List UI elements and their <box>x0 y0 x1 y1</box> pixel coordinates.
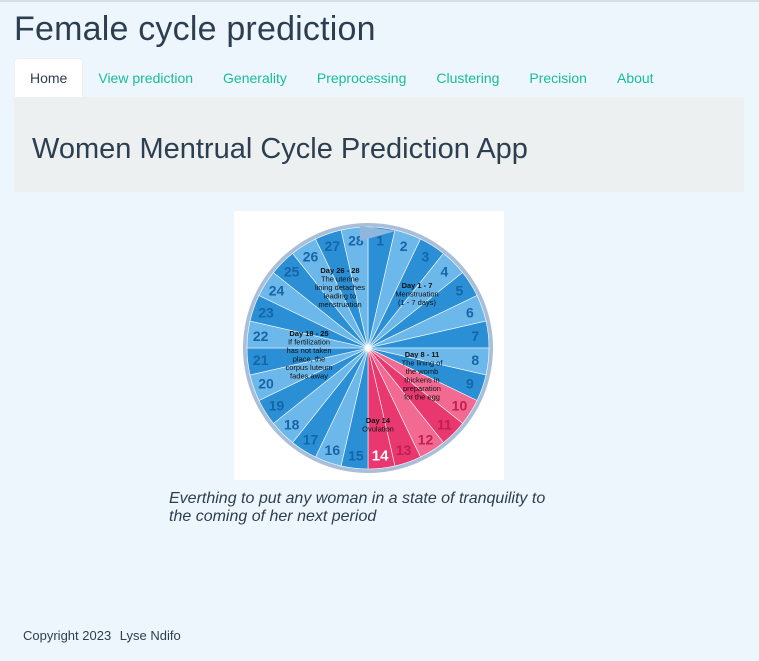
day-number-13: 13 <box>396 442 412 458</box>
day-number-28: 28 <box>348 233 364 249</box>
day-number-12: 12 <box>418 431 434 447</box>
phase-label-1: Day 8 - 11 The lining of the womb thickens … <box>402 350 444 402</box>
tab-about[interactable]: About <box>616 69 654 86</box>
tab-precision[interactable]: Precision <box>529 69 587 86</box>
day-number-5: 5 <box>456 283 464 299</box>
day-number-23: 23 <box>258 304 274 320</box>
day-number-11: 11 <box>437 416 452 432</box>
copyright-text: Copyright 2023 <box>23 628 112 643</box>
tab-generality[interactable]: Generality <box>223 69 287 86</box>
footer: Copyright 2023 Lyse Ndifo <box>23 628 186 643</box>
cycle-arrow-icon <box>360 226 396 241</box>
main-tabs: Home View prediction Generality Preproce… <box>14 58 744 97</box>
day-number-22: 22 <box>253 328 269 344</box>
day-number-3: 3 <box>422 249 430 265</box>
day-number-10: 10 <box>452 397 468 413</box>
tab-view-prediction[interactable]: View prediction <box>98 69 194 86</box>
day-number-18: 18 <box>284 416 300 432</box>
day-number-20: 20 <box>258 376 274 392</box>
phase-label-2: Day 14 Ovulation <box>362 416 394 434</box>
day-number-2: 2 <box>400 238 408 254</box>
phase-label-3: Day 18 - 25 If fertilization has not taken… <box>285 329 332 381</box>
phase-label-4: Day 26 - 28 The uterine lining detaches lea… <box>315 266 365 309</box>
day-number-17: 17 <box>303 431 319 447</box>
tab-preprocessing[interactable]: Preprocessing <box>316 69 407 86</box>
app-title: Female cycle prediction <box>14 10 376 48</box>
day-number-1: 1 <box>376 233 384 249</box>
day-number-27: 27 <box>325 238 341 254</box>
author-name: Lyse Ndifo <box>119 628 181 643</box>
day-number-15: 15 <box>348 447 364 463</box>
phase-label-0: Day 1 - 7 Menstruation (1 - 7 days) <box>395 281 438 307</box>
day-number-4: 4 <box>440 264 448 280</box>
day-number-24: 24 <box>269 283 285 299</box>
cycle-wheel: 1 234567891011121314151617181920212223242… <box>243 223 493 473</box>
day-number-26: 26 <box>303 249 319 265</box>
day-number-6: 6 <box>466 304 474 320</box>
tab-clustering[interactable]: Clustering <box>436 69 500 86</box>
cycle-wheel-image: 1 2 3 4 5 6 7 8 9 10 11 12 13 14 15 16 17 18 19 20 21 22 23 24 2… <box>234 211 504 480</box>
day-number-16: 16 <box>325 442 341 458</box>
hero-panel: Women Mentrual Cycle Prediction App <box>14 97 744 192</box>
day-number-25: 25 <box>284 264 300 280</box>
day-number-9: 9 <box>466 376 474 392</box>
tab-home[interactable]: Home <box>14 58 84 97</box>
day-number-19: 19 <box>269 397 285 413</box>
day-number-21: 21 <box>253 352 269 368</box>
wheel-center <box>365 345 371 351</box>
day-number-8: 8 <box>471 352 479 368</box>
wheel-segment-day-28 <box>340 226 369 349</box>
day-number-14: 14 <box>372 447 389 464</box>
tagline: Everthing to put any woman in a state of… <box>169 490 546 525</box>
day-number-7: 7 <box>471 328 479 344</box>
hero-heading: Women Mentrual Cycle Prediction App <box>32 133 528 165</box>
